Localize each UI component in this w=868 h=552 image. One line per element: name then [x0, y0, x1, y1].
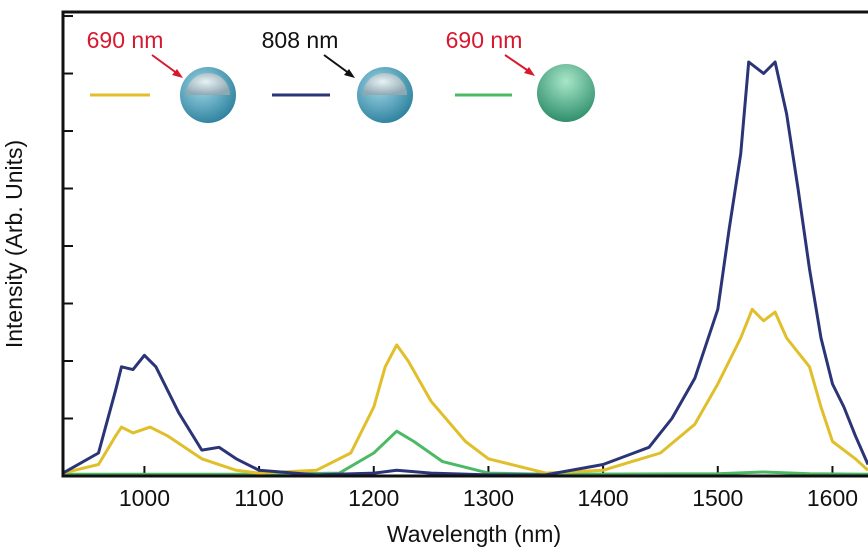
- x-tick-label: 1400: [578, 485, 629, 511]
- legend-label: 690 nm: [446, 27, 523, 53]
- legend-label: 690 nm: [87, 27, 164, 53]
- arrows: [151, 54, 535, 78]
- x-tick-label: 1000: [119, 485, 170, 511]
- x-axis-label: Wavelength (nm): [387, 521, 561, 547]
- series-line: [63, 429, 868, 476]
- x-tick-label: 1600: [807, 485, 858, 511]
- y-axis-label: Intensity (Arb. Units): [1, 140, 27, 348]
- series-line: [62, 60, 868, 477]
- x-tick-label: 1100: [234, 485, 283, 511]
- plot-frame: [61, 10, 868, 478]
- legend-label: 808 nm: [262, 27, 339, 53]
- spheres: [180, 64, 595, 123]
- x-tick-label: 1500: [692, 485, 743, 511]
- x-tick-label: 1300: [463, 485, 514, 511]
- x-tick-label: 1200: [348, 485, 399, 511]
- series-line: [62, 307, 868, 475]
